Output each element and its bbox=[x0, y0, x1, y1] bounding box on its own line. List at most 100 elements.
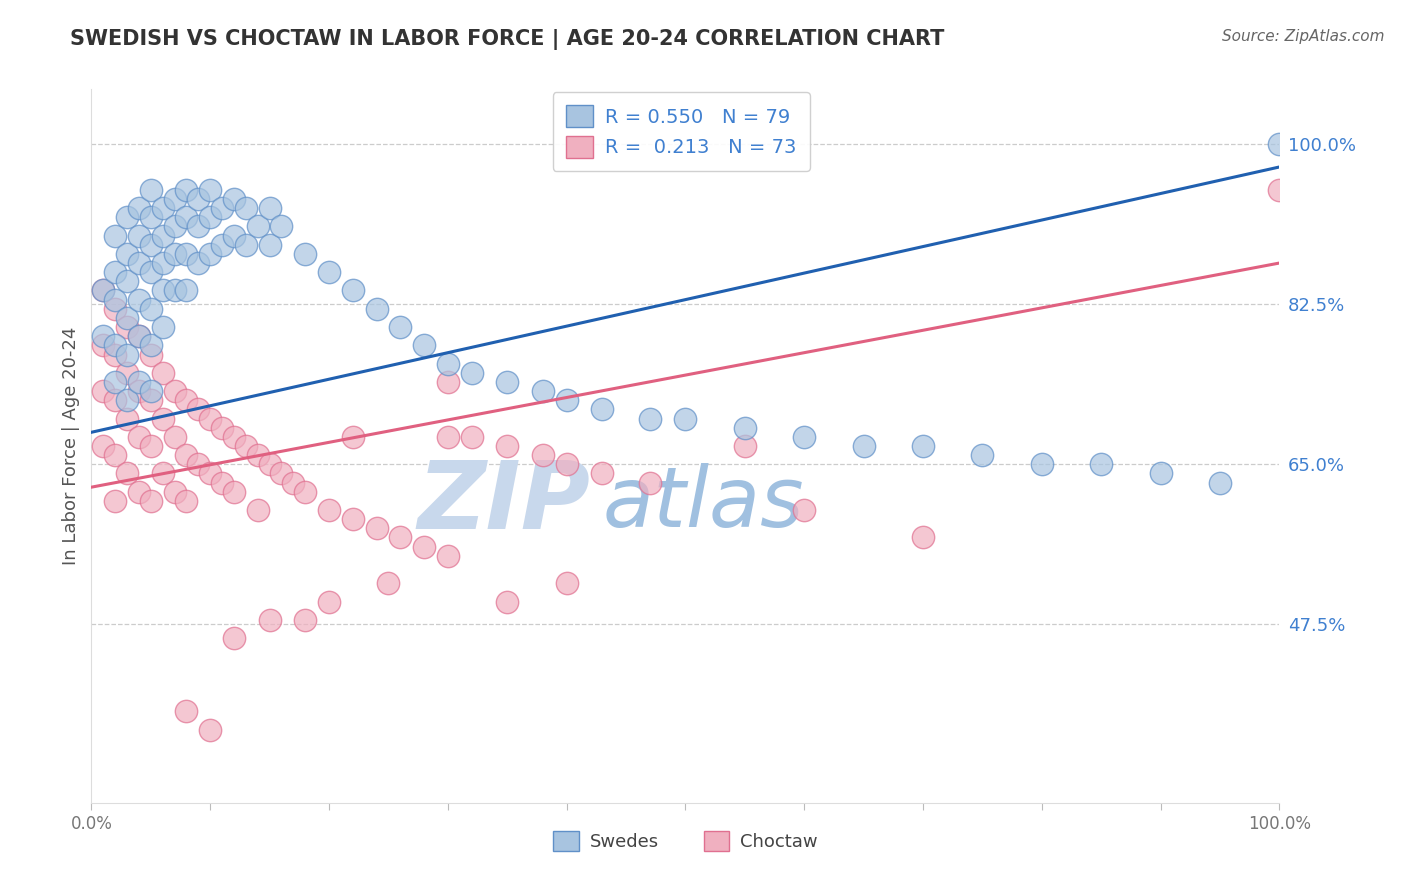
Point bbox=[793, 430, 815, 444]
Point bbox=[152, 320, 174, 334]
Point bbox=[283, 475, 305, 490]
Point bbox=[222, 228, 245, 243]
Point bbox=[911, 531, 934, 545]
Point bbox=[793, 503, 815, 517]
Point bbox=[972, 448, 994, 462]
Point bbox=[115, 411, 138, 425]
Text: atlas: atlas bbox=[602, 463, 804, 543]
Point bbox=[222, 631, 245, 645]
Point bbox=[294, 247, 316, 261]
Point bbox=[176, 448, 198, 462]
Point bbox=[139, 265, 162, 279]
Point bbox=[235, 201, 257, 215]
Point bbox=[104, 448, 127, 462]
Point bbox=[176, 494, 198, 508]
Point bbox=[115, 320, 138, 334]
Point bbox=[139, 211, 162, 225]
Point bbox=[200, 411, 222, 425]
Point bbox=[591, 402, 613, 417]
Point bbox=[259, 613, 281, 627]
Point bbox=[496, 439, 519, 453]
Point bbox=[734, 439, 756, 453]
Point bbox=[318, 265, 340, 279]
Point bbox=[235, 237, 257, 252]
Point bbox=[104, 494, 127, 508]
Point bbox=[139, 393, 162, 408]
Point bbox=[176, 393, 198, 408]
Point bbox=[211, 237, 233, 252]
Point bbox=[128, 293, 150, 307]
Point bbox=[436, 430, 458, 444]
Y-axis label: In Labor Force | Age 20-24: In Labor Force | Age 20-24 bbox=[62, 326, 80, 566]
Point bbox=[115, 467, 138, 481]
Point bbox=[270, 219, 292, 234]
Point bbox=[152, 411, 174, 425]
Point bbox=[911, 439, 934, 453]
Point bbox=[139, 439, 162, 453]
Point bbox=[128, 375, 150, 389]
Point bbox=[531, 448, 554, 462]
Point bbox=[163, 384, 186, 398]
Point bbox=[115, 247, 138, 261]
Point bbox=[104, 301, 127, 316]
Point bbox=[436, 357, 458, 371]
Point bbox=[1268, 183, 1291, 197]
Point bbox=[104, 375, 127, 389]
Point bbox=[104, 293, 127, 307]
Point bbox=[115, 347, 138, 361]
Point bbox=[128, 329, 150, 343]
Point bbox=[115, 366, 138, 380]
Point bbox=[176, 211, 198, 225]
Point bbox=[852, 439, 875, 453]
Point bbox=[176, 704, 198, 718]
Point bbox=[222, 430, 245, 444]
Point bbox=[460, 366, 482, 380]
Point bbox=[152, 467, 174, 481]
Point bbox=[591, 467, 613, 481]
Point bbox=[128, 201, 150, 215]
Point bbox=[318, 503, 340, 517]
Point bbox=[187, 192, 209, 206]
Text: SWEDISH VS CHOCTAW IN LABOR FORCE | AGE 20-24 CORRELATION CHART: SWEDISH VS CHOCTAW IN LABOR FORCE | AGE … bbox=[70, 29, 945, 50]
Point bbox=[200, 211, 222, 225]
Point bbox=[270, 467, 292, 481]
Point bbox=[366, 521, 388, 535]
Point bbox=[222, 192, 245, 206]
Point bbox=[318, 594, 340, 608]
Point bbox=[91, 338, 114, 352]
Point bbox=[211, 475, 233, 490]
Point bbox=[200, 247, 222, 261]
Point bbox=[187, 219, 209, 234]
Point bbox=[187, 256, 209, 270]
Point bbox=[104, 338, 127, 352]
Point bbox=[1209, 475, 1232, 490]
Point bbox=[176, 247, 198, 261]
Point bbox=[259, 458, 281, 472]
Point bbox=[187, 458, 209, 472]
Point bbox=[1268, 137, 1291, 152]
Text: ZIP: ZIP bbox=[418, 457, 591, 549]
Point bbox=[91, 284, 114, 298]
Point bbox=[377, 576, 399, 591]
Point bbox=[246, 219, 269, 234]
Point bbox=[211, 420, 233, 434]
Point bbox=[187, 402, 209, 417]
Point bbox=[496, 594, 519, 608]
Point bbox=[115, 310, 138, 325]
Point bbox=[152, 284, 174, 298]
Point bbox=[128, 484, 150, 499]
Point bbox=[128, 329, 150, 343]
Point bbox=[128, 228, 150, 243]
Point bbox=[211, 201, 233, 215]
Point bbox=[139, 347, 162, 361]
Point bbox=[163, 247, 186, 261]
Point bbox=[139, 301, 162, 316]
Point bbox=[115, 274, 138, 288]
Point bbox=[176, 183, 198, 197]
Point bbox=[1031, 458, 1053, 472]
Point bbox=[163, 219, 186, 234]
Point bbox=[91, 329, 114, 343]
Point bbox=[128, 430, 150, 444]
Text: Source: ZipAtlas.com: Source: ZipAtlas.com bbox=[1222, 29, 1385, 44]
Point bbox=[246, 448, 269, 462]
